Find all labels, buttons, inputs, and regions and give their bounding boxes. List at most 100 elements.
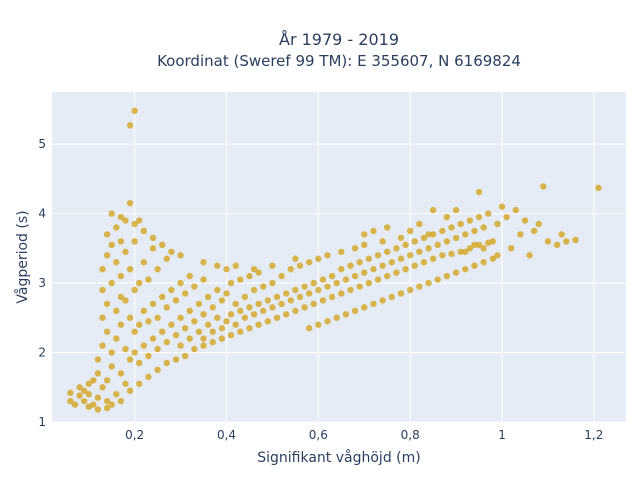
data-point [181,290,189,297]
data-point [282,311,290,318]
data-point [292,286,299,294]
data-point [126,356,134,363]
data-point [159,241,166,249]
data-point [333,279,340,287]
data-point [526,252,533,259]
data-point [117,397,125,405]
data-point [145,352,152,360]
data-point [76,384,83,391]
data-point [149,245,157,252]
data-point [117,293,125,301]
data-point [480,259,487,266]
data-point [338,290,345,297]
data-point [172,297,180,304]
data-point [406,227,414,235]
data-point [195,328,203,335]
data-point [480,245,487,252]
data-point [305,259,313,266]
data-point [250,286,258,294]
data-point [227,331,235,339]
y-tick-label: 1 [38,415,46,429]
data-point [374,276,382,283]
data-point [67,397,74,405]
data-point [200,311,207,318]
x-tick-label: 0,4 [217,428,236,442]
data-point [122,217,129,224]
data-point [361,231,368,238]
data-point [452,234,460,242]
x-tick-label: 1 [498,428,506,442]
data-point [103,404,111,412]
data-point [136,359,143,367]
data-point [154,366,161,374]
data-point [494,220,501,228]
data-point [402,265,409,273]
data-point [365,255,373,262]
data-point [443,238,451,245]
data-point [140,259,148,266]
data-point [168,321,175,328]
data-point [241,314,249,321]
data-point [397,255,405,262]
data-point [71,401,79,408]
data-point [191,283,198,290]
data-point [305,290,313,297]
data-point [521,217,529,224]
data-point [99,265,106,273]
data-point [420,234,428,242]
data-point [406,252,414,259]
data-point [136,279,143,287]
data-point [122,297,129,304]
data-point [448,224,455,231]
data-point [351,307,359,315]
data-point [370,265,377,273]
data-point [384,248,391,255]
data-point [80,387,88,394]
data-point [260,307,267,315]
data-point [149,234,157,242]
data-point [237,307,244,315]
data-point [466,245,474,252]
data-point [338,248,345,255]
data-point [365,279,373,287]
data-point [177,252,184,259]
data-point [126,387,134,394]
chart-title-line2: Koordinat (Sweref 99 TM): E 355607, N 61… [157,52,521,70]
data-point [301,304,308,311]
data-point [324,283,331,290]
data-point [448,250,455,258]
data-point [333,314,340,321]
data-point [159,328,166,335]
x-axis-label: Signifikant våghöjd (m) [257,449,420,466]
data-point [508,245,515,252]
data-point [237,276,244,283]
data-point [379,262,386,269]
data-point [471,262,478,269]
data-point [255,269,262,276]
data-point [117,272,125,280]
data-point [103,252,111,259]
data-point [145,318,152,325]
data-point [136,217,143,224]
data-point [260,283,267,290]
data-point [471,227,478,235]
data-point [397,290,405,297]
data-point [429,206,437,214]
data-point [498,203,506,210]
data-point [117,238,125,245]
data-point [232,262,239,269]
data-point [544,238,552,245]
data-point [99,286,106,294]
data-point [324,252,331,259]
data-point [342,311,350,318]
data-point [572,236,579,244]
data-point [131,286,138,294]
data-point [99,384,106,391]
data-point [595,184,602,192]
data-point [393,245,400,252]
data-point [356,259,363,266]
data-point [131,220,138,228]
data-point [471,241,478,249]
data-point [126,314,134,321]
data-point [370,227,377,235]
